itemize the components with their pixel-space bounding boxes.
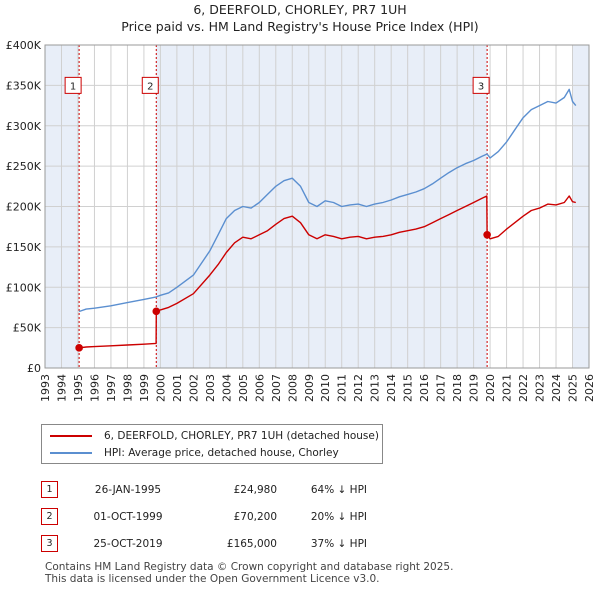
x-tick-label: 2002: [187, 374, 200, 402]
x-tick-label: 1999: [138, 374, 151, 402]
series-line-hpi: [78, 88, 577, 313]
footer-copyright: Contains HM Land Registry data © Crown c…: [45, 561, 454, 573]
sale-marker: [75, 344, 83, 352]
sale-callout-label: 2: [147, 81, 153, 92]
x-tick-label: 2006: [253, 374, 266, 402]
y-tick-label: £300K: [6, 120, 42, 133]
x-tick-label: 2011: [336, 374, 349, 402]
x-tick-label: 2000: [154, 374, 167, 402]
sale-price: £70,200: [233, 510, 277, 523]
legend-swatch-hpi: [50, 452, 92, 454]
sale-date: 01-OCT-1999: [93, 510, 163, 523]
sale-callout-label: 1: [70, 81, 76, 92]
x-tick-label: 1996: [88, 374, 101, 402]
x-tick-label: 2016: [418, 374, 431, 402]
footer-licence: This data is licensed under the Open Gov…: [45, 573, 380, 585]
legend-item-hpi: HPI: Average price, detached house, Chor…: [50, 445, 339, 461]
sale-date: 25-OCT-2019: [93, 537, 163, 550]
sale-callout-box: [472, 76, 490, 94]
chart-title: 6, DEERFOLD, CHORLEY, PR7 1UH: [193, 2, 407, 17]
plot-frame: [44, 44, 590, 369]
x-tick-label: 2010: [319, 374, 332, 402]
legend-item-property: 6, DEERFOLD, CHORLEY, PR7 1UH (detached …: [50, 428, 379, 444]
sale-price: £165,000: [226, 537, 277, 550]
x-tick-label: 1997: [105, 374, 118, 402]
x-tick-label: 2009: [303, 374, 316, 402]
x-tick-label: 2008: [286, 374, 299, 402]
sale-badge: 2: [41, 508, 58, 525]
sale-marker: [152, 307, 161, 316]
sale-marker: [483, 230, 491, 239]
x-tick-label: 2014: [385, 374, 398, 402]
y-tick-label: £400K: [6, 39, 42, 52]
price-chart: £0 £50K £100K £150K £200K £250K £300K £350K £400…: [6, 39, 596, 402]
chart-subtitle: Price paid vs. HM Land Registry's House …: [121, 19, 479, 34]
sale-callout-box: [141, 76, 159, 94]
x-tick-label: 2012: [352, 374, 365, 402]
x-tick-label: 2019: [468, 374, 481, 402]
sale-hpi-diff: 37% ↓ HPI: [310, 537, 367, 550]
x-tick-label: 2025: [567, 374, 580, 402]
sale-price: £24,980: [233, 483, 277, 496]
y-tick-label: £50K: [13, 322, 42, 335]
table-row: 1 26-JAN-1995 £24,980 64% ↓ HPI: [41, 476, 367, 503]
x-tick-label: 1998: [121, 374, 134, 402]
x-tick-label: 2004: [220, 374, 233, 402]
y-tick-label: £350K: [6, 79, 42, 92]
x-tick-label: 1994: [55, 374, 68, 402]
y-tick-label: £250K: [6, 160, 42, 173]
transactions-table: 1 26-JAN-1995 £24,980 64% ↓ HPI 2 01-OCT…: [41, 476, 367, 557]
x-tick-label: 2026: [583, 374, 596, 402]
sale-badge: 1: [41, 481, 58, 498]
x-tick-label: 2022: [517, 374, 530, 402]
x-tick-label: 2001: [171, 374, 184, 402]
x-tick-label: 2013: [369, 374, 382, 402]
sale-date: 26-JAN-1995: [94, 483, 162, 496]
x-tick-label: 2017: [435, 374, 448, 402]
series-line-property: [79, 195, 576, 349]
x-tick-label: 2024: [550, 374, 563, 402]
sale-callout-label: 3: [478, 81, 484, 92]
x-tick-label: 1993: [39, 374, 52, 402]
x-tick-label: 2021: [501, 374, 514, 402]
legend-swatch-property: [50, 435, 92, 437]
x-tick-label: 1995: [72, 374, 85, 402]
sale-callout-box: [64, 76, 82, 94]
x-tick-label: 2023: [534, 374, 547, 402]
x-tick-label: 2015: [402, 374, 415, 402]
table-row: 2 01-OCT-1999 £70,200 20% ↓ HPI: [41, 503, 367, 530]
x-tick-label: 2018: [451, 374, 464, 402]
table-row: 3 25-OCT-2019 £165,000 37% ↓ HPI: [41, 530, 367, 557]
y-tick-label: £150K: [6, 241, 42, 254]
sale-hpi-diff: 64% ↓ HPI: [310, 483, 367, 496]
y-tick-label: £100K: [6, 281, 42, 294]
y-tick-label: £200K: [6, 201, 42, 214]
legend-label-hpi: HPI: Average price, detached house, Chor…: [104, 447, 339, 459]
sale-badge: 3: [41, 535, 58, 552]
x-tick-label: 2007: [270, 374, 283, 402]
x-tick-label: 2005: [237, 374, 250, 402]
y-tick-label: £0: [27, 362, 41, 375]
legend-label-property: 6, DEERFOLD, CHORLEY, PR7 1UH (detached …: [104, 430, 379, 442]
x-tick-label: 2003: [204, 374, 217, 402]
sale-hpi-diff: 20% ↓ HPI: [310, 510, 367, 523]
x-tick-label: 2020: [484, 374, 497, 402]
legend: 6, DEERFOLD, CHORLEY, PR7 1UH (detached …: [41, 424, 383, 464]
